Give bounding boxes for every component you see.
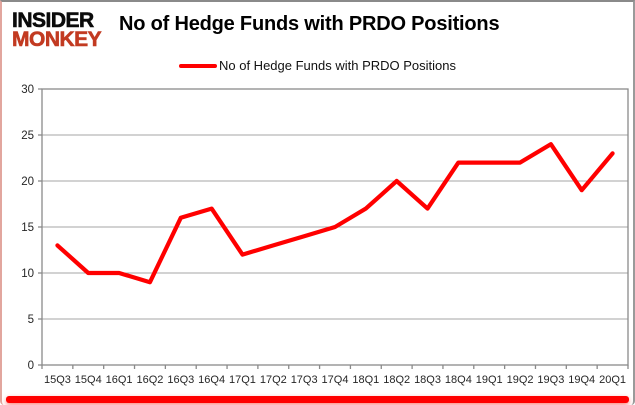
x-tick-label: 18Q4 [445, 374, 472, 386]
y-tick-label: 25 [21, 130, 34, 142]
chart-legend: No of Hedge Funds with PRDO Positions [2, 58, 633, 73]
x-tick-label: 18Q1 [352, 374, 379, 386]
x-tick-label: 16Q1 [106, 374, 133, 386]
x-tick-label: 15Q4 [75, 374, 102, 386]
x-tick-label: 19Q4 [568, 374, 595, 386]
logo-text-monkey: MONKEY [12, 28, 102, 52]
insider-monkey-logo: INSIDER MONKEY [12, 9, 102, 52]
y-tick-label: 10 [21, 268, 34, 280]
x-tick-label: 16Q4 [198, 374, 225, 386]
x-tick-label: 17Q1 [229, 374, 256, 386]
bottom-accent-bar [6, 396, 629, 403]
y-tick-label: 15 [21, 222, 34, 234]
y-tick-label: 0 [28, 360, 34, 372]
x-tick-label: 17Q4 [322, 374, 349, 386]
legend-line-marker [179, 63, 217, 68]
x-tick-label: 19Q3 [537, 374, 564, 386]
y-tick-label: 20 [21, 176, 34, 188]
legend-label: No of Hedge Funds with PRDO Positions [219, 58, 456, 73]
y-tick-label: 30 [21, 84, 34, 96]
x-tick-label: 18Q2 [383, 374, 410, 386]
x-tick-label: 19Q1 [476, 374, 503, 386]
x-tick-label: 18Q3 [414, 374, 441, 386]
logo-text-insider: INSIDER [12, 9, 95, 32]
x-tick-label: 16Q3 [167, 374, 194, 386]
series-line [55, 142, 615, 285]
x-tick-label: 20Q1 [599, 374, 626, 386]
y-tick-label: 5 [28, 314, 34, 326]
chart-title: No of Hedge Funds with PRDO Positions [119, 13, 500, 35]
x-tick-label: 15Q3 [44, 374, 71, 386]
x-tick-label: 16Q2 [136, 374, 163, 386]
x-tick-label: 17Q2 [260, 374, 287, 386]
x-tick-label: 17Q3 [291, 374, 318, 386]
x-tick-label: 19Q2 [507, 374, 534, 386]
